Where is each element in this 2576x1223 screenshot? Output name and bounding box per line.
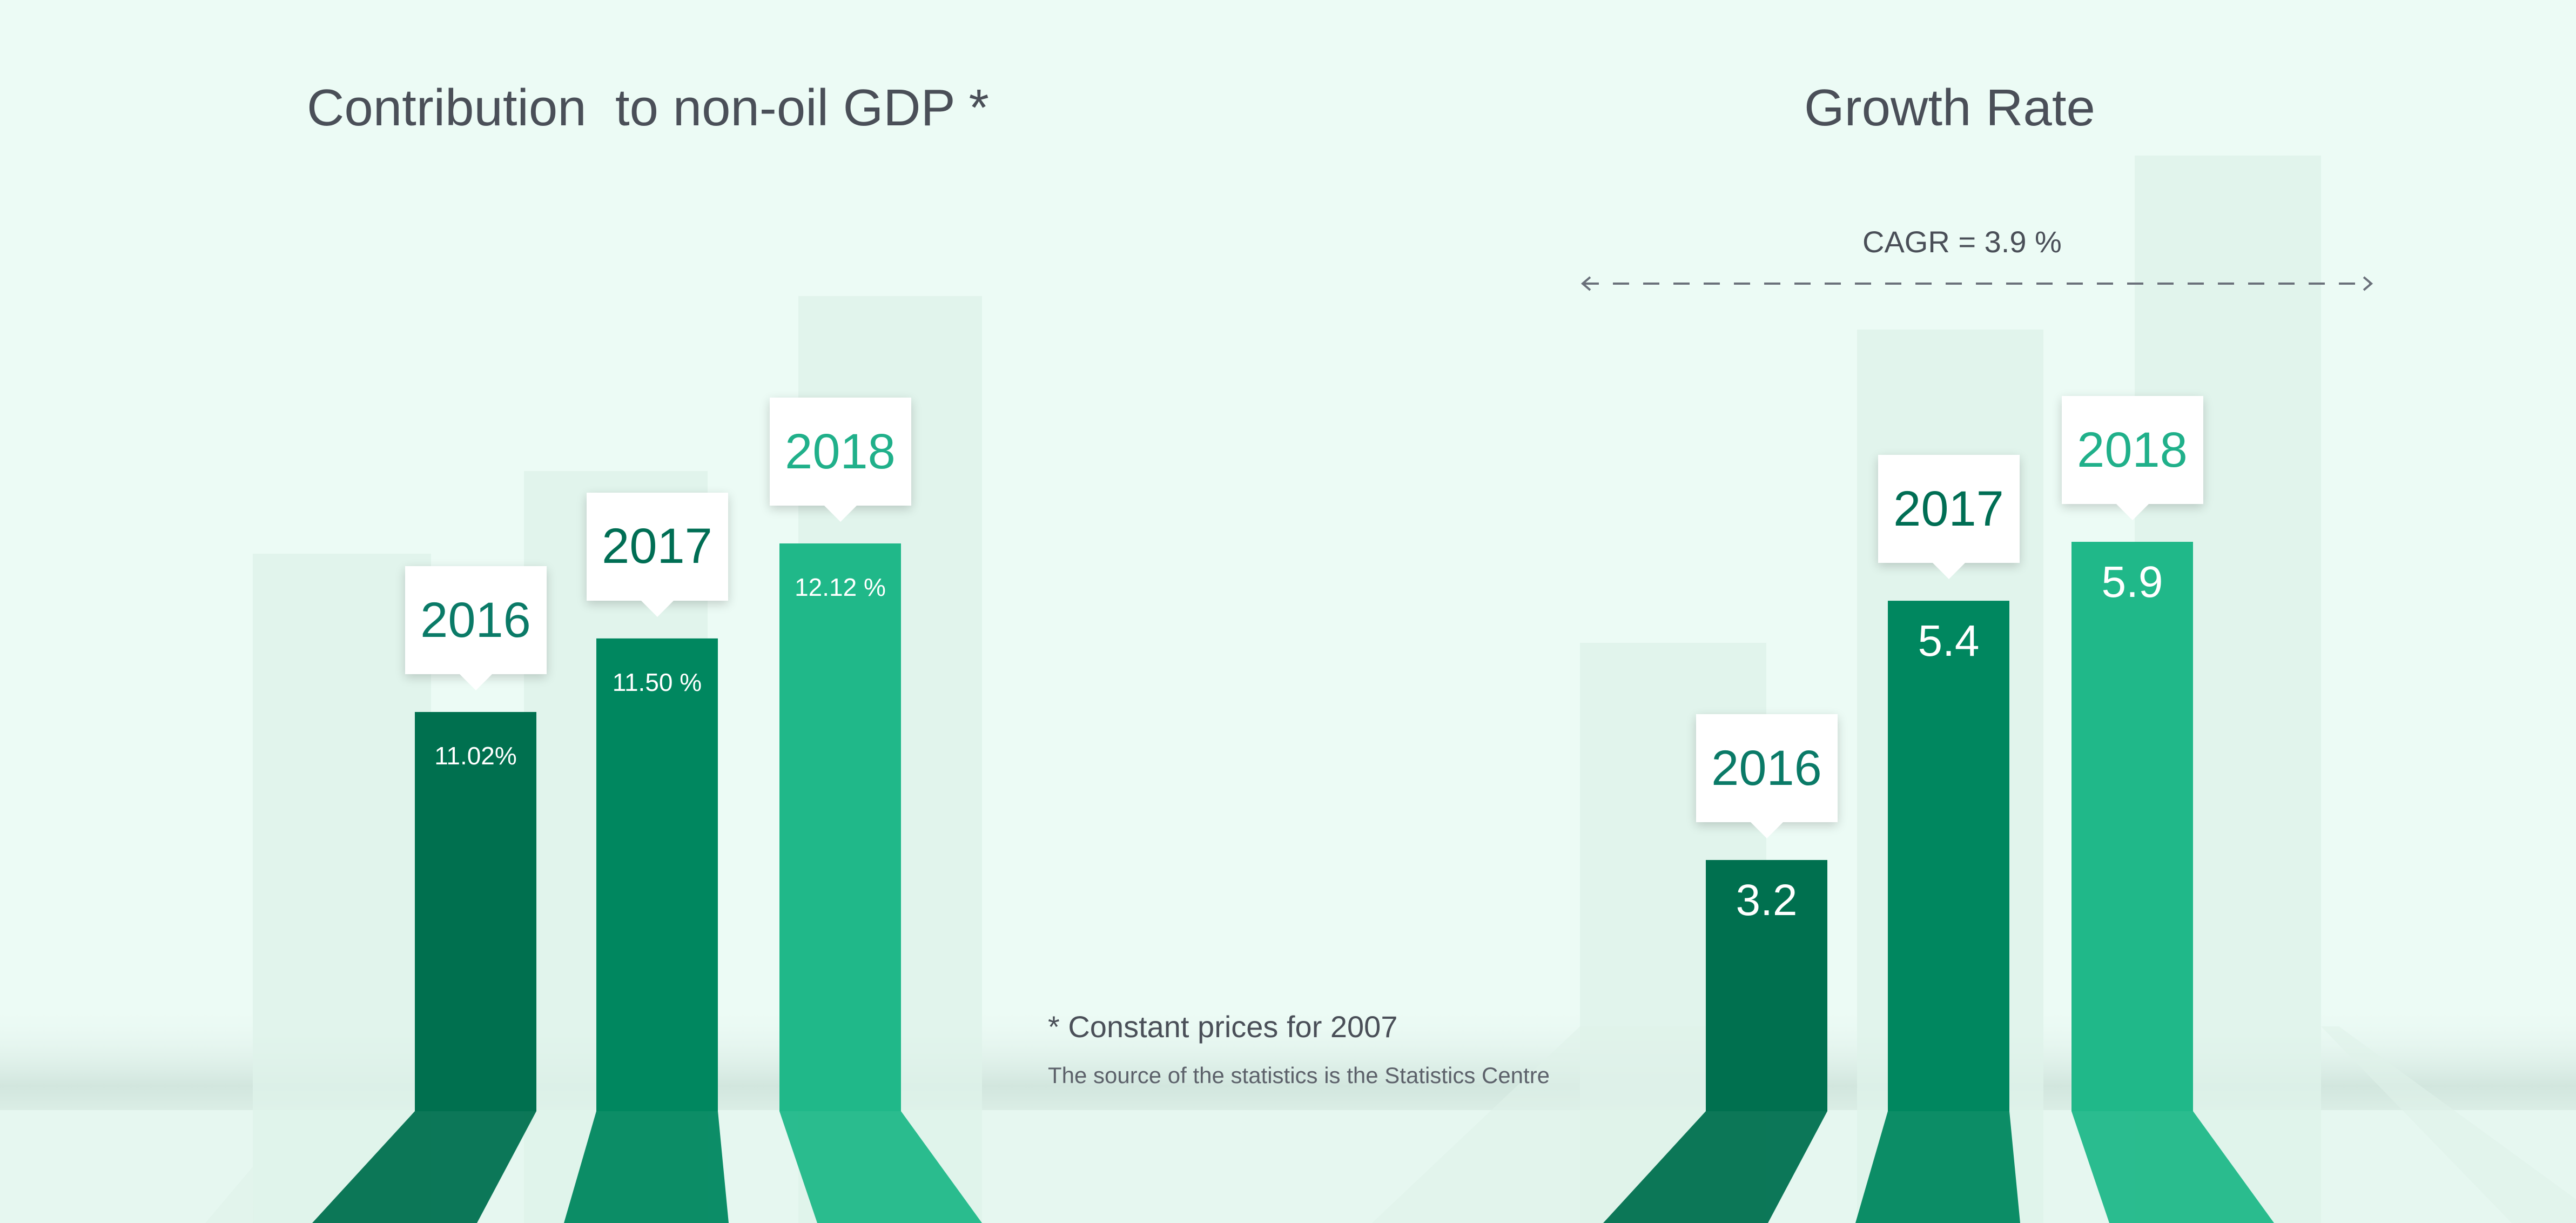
contribution-bar-2016 — [415, 712, 536, 1111]
source-note: The source of the statistics is the Stat… — [1048, 1063, 1550, 1088]
contribution-bar-floor-shadow-2018 — [779, 1111, 982, 1223]
contribution-bar-2017 — [596, 638, 718, 1111]
contribution-value-label-2018: 12.12 % — [795, 573, 886, 601]
contribution-year-callout-2017: 2017 — [586, 492, 728, 617]
contribution-bar-floor-shadow-2016 — [312, 1111, 536, 1223]
growth-bar-2016 — [1706, 860, 1827, 1111]
growth-value-label-2016: 3.2 — [1736, 876, 1798, 925]
contribution-year-callout-2016: 2016 — [405, 566, 547, 690]
growth-value-label-2017: 5.4 — [1918, 616, 1980, 666]
contribution-bar-2018 — [779, 543, 901, 1111]
growth-value-label-2018: 5.9 — [2101, 557, 2163, 607]
growth-bar-floor-shadow-2017 — [1855, 1111, 2020, 1223]
growth-bar-2018 — [2071, 542, 2193, 1111]
ghost-floor-shadow — [1372, 1026, 1766, 1223]
chart-title-growth-rate: Growth Rate — [1804, 79, 2095, 137]
contribution-value-label-2017: 11.50 % — [612, 668, 702, 696]
ghost-bar — [253, 554, 431, 1223]
ghost-floor-shadow — [2321, 1026, 2576, 1223]
growth-bar-2017 — [1888, 601, 2009, 1111]
chart-title-contribution: Contribution to non-oil GDP * — [307, 79, 989, 137]
growth-year-callout-2017: 2017 — [1878, 455, 2020, 580]
footnote-constant-prices: * Constant prices for 2007 — [1048, 1010, 1398, 1044]
contribution-bar-floor-shadow-2017 — [564, 1111, 729, 1223]
cagr-label: CAGR = 3.9 % — [1862, 225, 2062, 259]
growth-bar-floor-shadow-2018 — [2071, 1111, 2274, 1223]
contribution-value-label-2016: 11.02% — [434, 742, 517, 770]
cagr-range-arrow — [1580, 276, 2373, 291]
growth-year-callout-2016: 2016 — [1696, 714, 1838, 838]
contribution-year-callout-2018: 2018 — [769, 398, 911, 522]
growth-bar-floor-shadow-2016 — [1603, 1111, 1827, 1223]
ghost-floor-shadow — [205, 1167, 254, 1223]
growth-year-callout-2018: 2018 — [2061, 396, 2203, 520]
